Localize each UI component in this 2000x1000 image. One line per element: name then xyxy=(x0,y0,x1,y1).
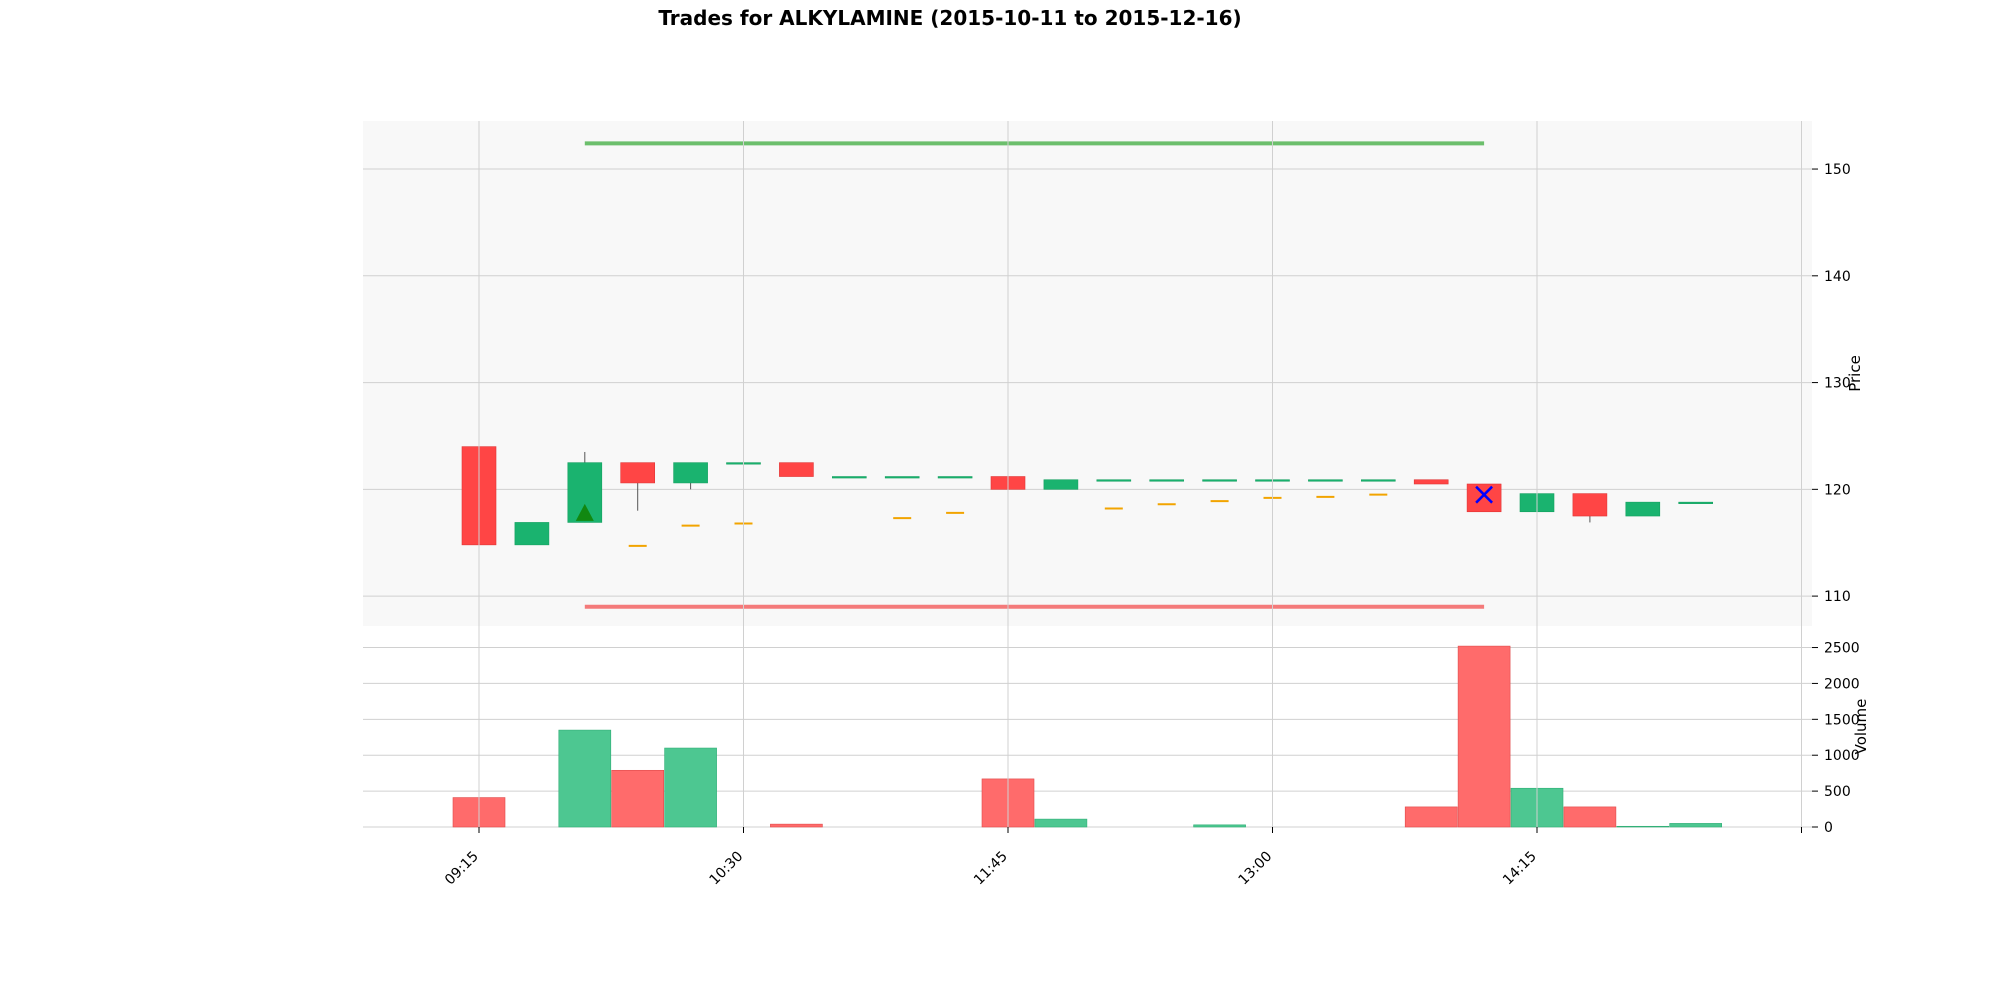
volume-bar xyxy=(1616,825,1670,828)
candle-down xyxy=(1466,483,1502,513)
time-axis-ticks: 09:15 10:30 11:45 13:00 14:15 xyxy=(442,827,1802,888)
trailing-stop-marks xyxy=(628,493,1388,547)
price-gridlines xyxy=(363,168,1812,597)
volume-bar xyxy=(1034,818,1088,828)
time-tick-label: 09:15 xyxy=(442,849,482,889)
volume-bar xyxy=(611,769,665,828)
time-gridlines xyxy=(478,121,1802,827)
candle-up xyxy=(1043,479,1079,490)
candle-down xyxy=(779,462,814,477)
volume-panel: 0 500 1000 1500 2000 2500 Volume xyxy=(363,626,1870,836)
candle-down xyxy=(1413,479,1449,485)
price-panel-background xyxy=(363,121,1812,626)
volume-tick-label: 500 xyxy=(1824,784,1851,800)
volume-bar xyxy=(1193,824,1246,828)
entry-marker-icon xyxy=(575,503,594,521)
candle-up xyxy=(1096,479,1132,482)
candle-up xyxy=(1202,479,1237,482)
price-tick-label: 120 xyxy=(1824,482,1851,498)
volume-tick-label: 2000 xyxy=(1824,676,1860,692)
price-tick-label: 110 xyxy=(1824,589,1851,605)
volume-tick-label: 0 xyxy=(1824,820,1833,836)
volume-bar xyxy=(1669,823,1722,828)
price-panel: 110 120 130 140 150 Price xyxy=(363,121,1864,626)
candle-up xyxy=(1625,501,1661,517)
time-tick-label: 13:00 xyxy=(1235,849,1275,889)
price-tick-label: 140 xyxy=(1824,269,1851,285)
volume-bar xyxy=(1563,806,1617,828)
candle-up xyxy=(1149,479,1184,482)
price-tick-label: 150 xyxy=(1824,162,1851,178)
volume-bar xyxy=(664,747,717,828)
volume-axis-label: Volume xyxy=(1852,699,1870,755)
candle-up xyxy=(937,476,973,479)
volume-tick-label: 2500 xyxy=(1824,641,1860,657)
exit-marker-icon xyxy=(1475,485,1493,504)
price-axis-ticks: 110 120 130 140 150 xyxy=(1812,162,1851,605)
volume-tick-label: 1000 xyxy=(1824,748,1860,764)
price-level-lines xyxy=(584,141,1485,609)
time-tick-label: 10:30 xyxy=(706,849,746,889)
candle-up xyxy=(514,522,550,546)
candle-up xyxy=(831,476,867,479)
volume-axis-ticks: 0 500 1000 1500 2000 2500 xyxy=(1812,641,1860,836)
candle-up xyxy=(1678,501,1713,504)
volume-bar xyxy=(1404,806,1458,828)
time-tick-label: 11:45 xyxy=(971,849,1011,889)
volume-tick-label: 1500 xyxy=(1824,712,1860,728)
candle-up xyxy=(884,476,920,479)
volume-bar xyxy=(770,823,823,828)
chart-title: Trades for ALKYLAMINE (2015-10-11 to 201… xyxy=(658,6,1241,30)
volume-bar xyxy=(558,729,612,828)
price-axis-label: Price xyxy=(1846,355,1864,392)
candle-up xyxy=(673,462,708,484)
trade-markers xyxy=(575,485,1493,521)
volume-bar xyxy=(1457,645,1511,828)
candle-up xyxy=(1361,479,1396,482)
candle-up xyxy=(1308,479,1343,482)
candle-down xyxy=(1572,493,1608,517)
time-tick-label: 14:15 xyxy=(1500,849,1540,889)
price-tick-label: 130 xyxy=(1824,376,1851,392)
candle-down xyxy=(620,462,656,484)
